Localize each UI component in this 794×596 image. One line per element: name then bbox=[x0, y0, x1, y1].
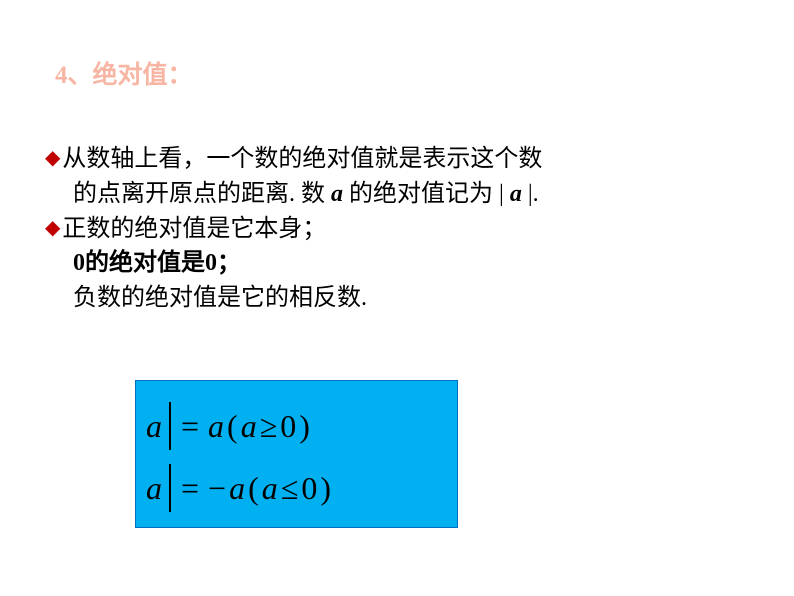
section-heading: 4、绝对值： bbox=[55, 55, 193, 91]
variable-a: a bbox=[331, 181, 343, 207]
bullet-2-line-3: 负数的绝对值是它的相反数. bbox=[45, 281, 542, 316]
open-paren: ( bbox=[248, 470, 262, 507]
formula-row-2: a = − a ( a ≤ 0 ) bbox=[146, 457, 447, 519]
bullet-text: 0的绝对值是0； bbox=[73, 250, 241, 276]
geq-symbol: ≥ bbox=[260, 408, 281, 445]
bullet-text: 的绝对值记为 | bbox=[343, 181, 510, 207]
variable-a: a bbox=[262, 470, 281, 507]
leq-symbol: ≤ bbox=[281, 470, 302, 507]
bullet-2-line-1: ◆正数的绝对值是它本身； bbox=[45, 212, 542, 247]
bullet-text: 负数的绝对值是它的相反数. bbox=[73, 285, 367, 311]
variable-a: a bbox=[146, 470, 165, 507]
variable-a: a bbox=[146, 408, 165, 445]
heading-title: 绝对值： bbox=[93, 62, 193, 89]
minus-sign: − bbox=[208, 470, 229, 507]
heading-number: 4、 bbox=[55, 62, 93, 89]
variable-a: a bbox=[229, 470, 248, 507]
bullet-text: 从数轴上看，一个数的绝对值就是表示这个数 bbox=[62, 146, 542, 172]
variable-a: a bbox=[241, 408, 260, 445]
abs-bar-icon bbox=[169, 402, 171, 450]
formula-row-1: a = a ( a ≥ 0 ) bbox=[146, 395, 447, 457]
zero: 0 bbox=[301, 470, 320, 507]
close-paren: ) bbox=[320, 470, 334, 507]
close-paren: ) bbox=[299, 408, 313, 445]
bullet-text: |. bbox=[522, 181, 539, 207]
body-content: ◆从数轴上看，一个数的绝对值就是表示这个数 的点离开原点的距离. 数 a 的绝对… bbox=[45, 142, 542, 316]
bullet-2-line-2: 0的绝对值是0； bbox=[45, 246, 542, 281]
bullet-1-line-1: ◆从数轴上看，一个数的绝对值就是表示这个数 bbox=[45, 142, 542, 177]
bullet-text: 正数的绝对值是它本身； bbox=[62, 216, 326, 242]
abs-bar-icon bbox=[169, 464, 171, 512]
open-paren: ( bbox=[227, 408, 241, 445]
diamond-icon: ◆ bbox=[45, 214, 60, 243]
variable-a: a bbox=[208, 408, 227, 445]
diamond-icon: ◆ bbox=[45, 144, 60, 173]
bullet-text: 的点离开原点的距离. 数 bbox=[73, 181, 331, 207]
bullet-1-line-2: 的点离开原点的距离. 数 a 的绝对值记为 | a |. bbox=[45, 177, 542, 212]
equals-sign: = bbox=[181, 470, 202, 507]
variable-a: a bbox=[510, 181, 522, 207]
equals-sign: = bbox=[181, 408, 202, 445]
formula-box: a = a ( a ≥ 0 ) a = − a ( a ≤ 0 ) bbox=[135, 380, 458, 528]
zero: 0 bbox=[280, 408, 299, 445]
